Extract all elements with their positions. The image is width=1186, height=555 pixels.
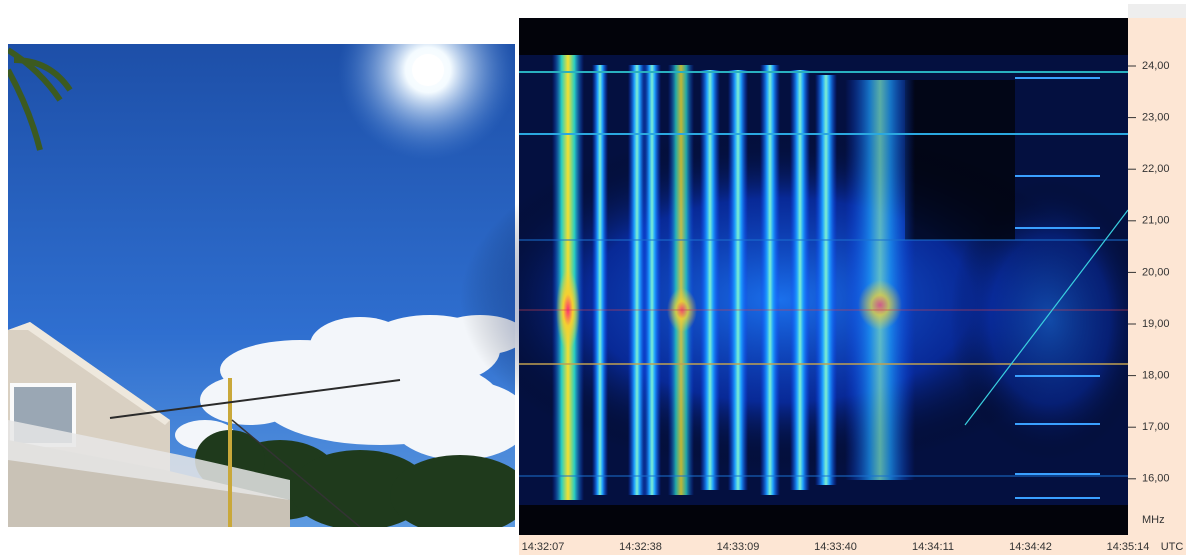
page: 24,00 23,00 22,00 21,00 20,00 19,00 18,00 17,00… xyxy=(0,0,1186,555)
frequency-unit: MHz xyxy=(1142,514,1165,526)
frequency-label: 21,00 xyxy=(1142,215,1170,227)
photo xyxy=(8,0,530,535)
frequency-label: 19,00 xyxy=(1142,318,1170,330)
frequency-label: 22,00 xyxy=(1142,163,1170,175)
frequency-label: 16,00 xyxy=(1142,473,1170,485)
time-label: 14:32:38 xyxy=(619,541,662,553)
frequency-label: 23,00 xyxy=(1142,112,1170,124)
frequency-label: 18,00 xyxy=(1142,370,1170,382)
time-label: 14:35:14 xyxy=(1107,541,1150,553)
time-label: 14:33:40 xyxy=(814,541,857,553)
frequency-label: 20,00 xyxy=(1142,266,1170,278)
spectrogram xyxy=(460,18,1150,535)
frequency-label: 17,00 xyxy=(1142,421,1170,433)
time-label: 14:32:07 xyxy=(522,541,565,553)
time-unit: UTC xyxy=(1161,541,1184,553)
scene: 24,00 23,00 22,00 21,00 20,00 19,00 18,00 17,00… xyxy=(0,0,1186,555)
frequency-label: 24,00 xyxy=(1142,60,1170,72)
time-label: 14:33:09 xyxy=(717,541,760,553)
time-label: 14:34:42 xyxy=(1009,541,1052,553)
time-label: 14:34:11 xyxy=(912,541,954,553)
